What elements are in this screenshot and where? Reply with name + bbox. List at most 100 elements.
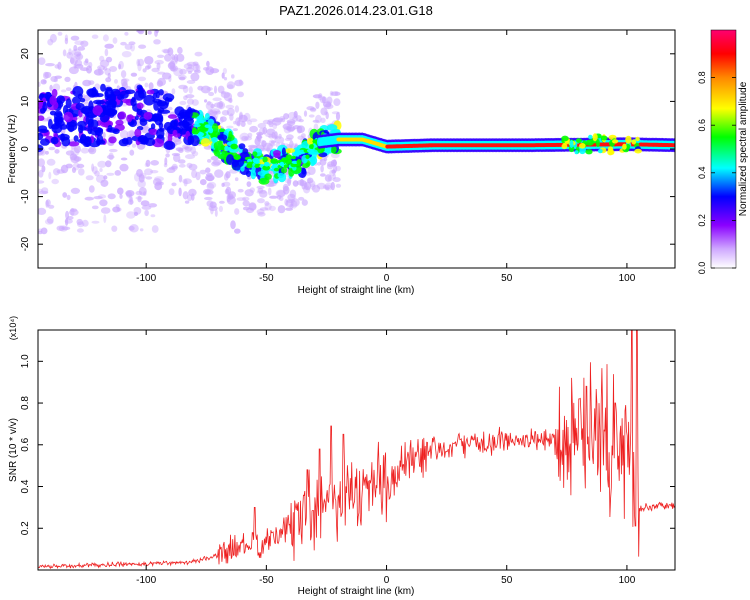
noise-speckle bbox=[38, 169, 44, 178]
spectral-blob bbox=[91, 91, 100, 98]
noise-speckle bbox=[282, 183, 289, 192]
upper-blob bbox=[625, 143, 631, 150]
spectral-blob bbox=[158, 122, 164, 129]
noise-speckle bbox=[335, 183, 342, 188]
noise-speckle bbox=[104, 48, 109, 57]
noise-speckle bbox=[169, 60, 176, 69]
spectral-peak bbox=[224, 145, 230, 151]
noise-speckle bbox=[38, 57, 46, 65]
noise-speckle bbox=[264, 201, 270, 206]
spectral-blob bbox=[51, 88, 58, 98]
noise-speckle bbox=[100, 179, 109, 187]
noise-speckle bbox=[214, 85, 217, 94]
noise-speckle bbox=[123, 117, 127, 124]
noise-speckle bbox=[167, 47, 174, 56]
spectral-blob bbox=[56, 95, 65, 104]
noise-speckle bbox=[76, 163, 85, 169]
noise-speckle bbox=[301, 199, 308, 206]
noise-speckle bbox=[155, 30, 159, 34]
noise-speckle bbox=[57, 31, 63, 36]
noise-speckle bbox=[156, 62, 161, 70]
noise-speckle bbox=[164, 157, 168, 166]
spectrogram-y-tick-label: 20 bbox=[20, 48, 31, 60]
noise-speckle bbox=[102, 131, 106, 139]
spectrogram-x-tick-label: 50 bbox=[501, 273, 513, 284]
noise-speckle bbox=[266, 120, 273, 125]
noise-speckle bbox=[218, 205, 223, 212]
colorbar-tick-label: 0.8 bbox=[697, 71, 707, 84]
spectral-peak bbox=[291, 155, 296, 160]
colorbar-tick-label: 0.0 bbox=[697, 262, 707, 275]
noise-speckle bbox=[277, 205, 286, 214]
spectrogram-x-tick-label: 0 bbox=[384, 273, 390, 284]
noise-speckle bbox=[268, 134, 274, 139]
noise-speckle bbox=[178, 84, 188, 90]
spectral-blob bbox=[174, 106, 185, 116]
noise-speckle bbox=[137, 58, 145, 67]
spectral-blob bbox=[143, 94, 155, 106]
noise-speckle bbox=[139, 228, 144, 232]
spectral-blob bbox=[126, 114, 133, 123]
noise-speckle bbox=[186, 80, 196, 84]
noise-speckle bbox=[185, 154, 195, 160]
spectral-peak bbox=[211, 137, 218, 143]
noise-speckle bbox=[333, 98, 341, 106]
noise-speckle bbox=[77, 221, 85, 228]
noise-speckle bbox=[209, 201, 217, 209]
noise-speckle bbox=[268, 139, 275, 146]
noise-speckle bbox=[145, 176, 153, 180]
snr-x-tick-label: -100 bbox=[136, 575, 156, 586]
noise-speckle bbox=[236, 120, 241, 127]
noise-speckle bbox=[144, 56, 154, 65]
noise-speckle bbox=[238, 114, 248, 123]
noise-speckle bbox=[287, 178, 292, 187]
noise-speckle bbox=[118, 60, 124, 70]
noise-speckle bbox=[151, 225, 159, 233]
noise-speckle bbox=[307, 166, 316, 175]
spectral-blob bbox=[38, 128, 49, 133]
noise-speckle bbox=[102, 34, 109, 42]
noise-speckle bbox=[192, 151, 199, 157]
noise-speckle bbox=[242, 200, 250, 207]
noise-speckle bbox=[66, 52, 73, 59]
spectral-peak bbox=[204, 124, 211, 128]
snr-y-tick-label: 0.6 bbox=[20, 437, 31, 451]
noise-speckle bbox=[102, 66, 108, 71]
spectral-blob bbox=[115, 119, 124, 126]
noise-speckle bbox=[46, 216, 54, 224]
noise-speckle bbox=[136, 58, 140, 67]
spectral-blob bbox=[118, 111, 127, 120]
spectrogram-x-tick-label: -100 bbox=[136, 273, 156, 284]
spectral-blob bbox=[184, 109, 193, 119]
spectral-blob bbox=[250, 170, 257, 180]
noise-speckle bbox=[249, 187, 255, 193]
noise-speckle bbox=[120, 70, 127, 79]
noise-speckle bbox=[310, 107, 317, 111]
noise-speckle bbox=[284, 177, 292, 184]
noise-speckle bbox=[179, 100, 187, 106]
noise-speckle bbox=[206, 100, 212, 106]
noise-speckle bbox=[91, 205, 99, 210]
spectrogram-y-label: Frequency (Hz) bbox=[7, 115, 18, 184]
spectral-blob bbox=[240, 165, 245, 172]
noise-speckle bbox=[147, 30, 152, 35]
noise-speckle bbox=[186, 67, 194, 73]
spectral-peak bbox=[279, 161, 285, 167]
noise-speckle bbox=[147, 64, 152, 69]
noise-speckle bbox=[109, 66, 118, 72]
noise-speckle bbox=[207, 181, 217, 189]
upper-blob bbox=[568, 145, 575, 153]
noise-speckle bbox=[285, 200, 294, 208]
noise-speckle bbox=[219, 200, 225, 204]
spectral-blob bbox=[139, 118, 148, 126]
noise-speckle bbox=[114, 170, 122, 176]
noise-speckle bbox=[195, 171, 201, 181]
noise-speckle bbox=[168, 188, 175, 196]
spectral-blob bbox=[131, 96, 136, 103]
noise-speckle bbox=[333, 164, 338, 173]
noise-speckle bbox=[188, 163, 198, 171]
noise-speckle bbox=[276, 195, 282, 200]
snr-frame bbox=[37, 329, 676, 571]
noise-speckle bbox=[215, 110, 221, 115]
noise-speckle bbox=[206, 183, 215, 191]
